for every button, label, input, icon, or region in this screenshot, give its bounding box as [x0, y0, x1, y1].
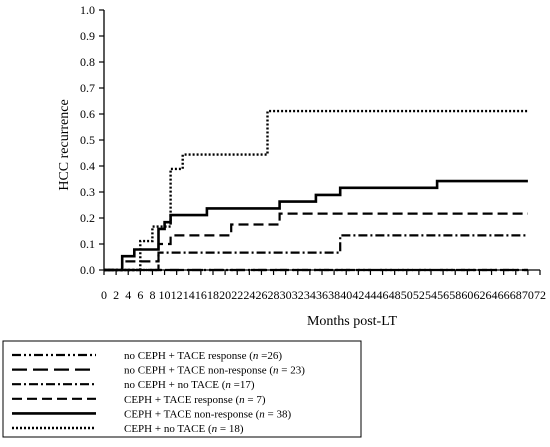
y-tick-label: 0.4 — [80, 159, 95, 173]
x-tick-label: 72 — [534, 288, 546, 302]
x-tick-label: 38 — [328, 288, 340, 302]
y-tick-label: 0.1 — [80, 237, 95, 251]
x-tick-label: 26 — [255, 288, 267, 302]
x-tick-label: 44 — [364, 288, 376, 302]
x-tick-label: 46 — [377, 288, 389, 302]
x-tick-label: 54 — [425, 288, 437, 302]
y-tick-label: 0.6 — [80, 107, 95, 121]
x-tick-label: 6 — [137, 288, 143, 302]
x-tick-label: 40 — [340, 288, 352, 302]
x-tick-label: 36 — [316, 288, 328, 302]
x-tick-label: 60 — [461, 288, 473, 302]
series-line-5 — [104, 179, 528, 272]
series-line-3 — [104, 234, 528, 272]
x-tick-label: 62 — [473, 288, 485, 302]
y-tick-label: 0.3 — [80, 185, 95, 199]
y-tick-label: 0.8 — [80, 55, 95, 69]
x-axis-title: Months post-LT — [307, 314, 398, 329]
x-tick-label: 28 — [268, 288, 280, 302]
y-tick-label: 0.5 — [80, 133, 95, 147]
y-tick-label: 0.7 — [80, 81, 95, 95]
x-tick-label: 16 — [195, 288, 207, 302]
legend-box — [2, 340, 362, 438]
x-tick-label: 14 — [183, 288, 195, 302]
y-tick-label: 0.0 — [80, 263, 95, 277]
x-tick-label: 42 — [352, 288, 364, 302]
axes: 0.00.10.20.30.40.50.60.70.80.91.00 2 4 6 8 10… — [57, 3, 546, 329]
x-tick-label: 34 — [304, 288, 316, 302]
legend: no CEPH + TACE response (n =26) no CEPH +… — [2, 340, 362, 438]
x-tick-label: 30 — [280, 288, 292, 302]
x-tick-label: 0 — [101, 288, 107, 302]
x-tick-label: 58 — [449, 288, 461, 302]
y-tick-label: 0.2 — [80, 211, 95, 225]
x-tick-label: 56 — [437, 288, 449, 302]
y-axis-title: HCC recurrence — [57, 99, 72, 190]
x-tick-label: 52 — [413, 288, 425, 302]
x-tick-label: 48 — [389, 288, 401, 302]
x-tick-label: 4 — [125, 288, 131, 302]
y-tick-label: 1.0 — [80, 3, 95, 17]
legend-label: no CEPH + TACE response (n =26) — [124, 350, 282, 362]
legend-label: no CEPH + TACE non-response (n = 23) — [124, 365, 305, 377]
x-tick-label: 12 — [171, 288, 183, 302]
legend-label: CEPH + no TACE (n = 18) — [124, 423, 244, 435]
x-tick-label: 66 — [498, 288, 510, 302]
x-tick-label: 68 — [510, 288, 522, 302]
x-tick-label: 8 — [149, 288, 155, 302]
x-tick-label: 64 — [486, 288, 498, 302]
plot-area — [104, 109, 528, 272]
x-tick-label: 24 — [243, 288, 255, 302]
x-tick-label: 22 — [231, 288, 243, 302]
x-tick-label: 32 — [292, 288, 304, 302]
series-line-4 — [104, 212, 528, 272]
legend-label: CEPH + TACE non-response (n = 38) — [124, 408, 291, 420]
x-tick-label: 50 — [401, 288, 413, 302]
x-tick-label: 10 — [159, 288, 171, 302]
x-tick-label: 18 — [207, 288, 219, 302]
x-tick-label: 20 — [219, 288, 231, 302]
y-tick-label: 0.9 — [80, 29, 95, 43]
x-tick-label: 70 — [522, 288, 534, 302]
x-tick-label: 2 — [113, 288, 119, 302]
series-line-6 — [104, 109, 528, 272]
legend-label: CEPH + TACE response (n = 7) — [124, 394, 266, 406]
legend-label: no CEPH + no TACE (n =17) — [124, 379, 255, 391]
